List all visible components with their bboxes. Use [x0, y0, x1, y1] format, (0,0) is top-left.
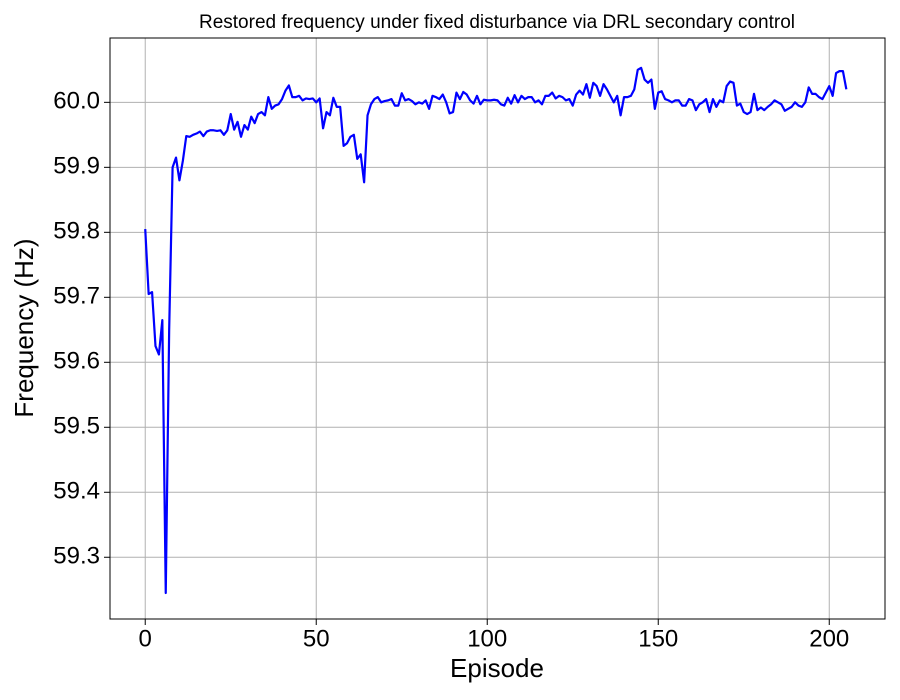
y-axis-label: Frequency (Hz): [9, 238, 39, 417]
y-tick-label: 59.9: [53, 153, 100, 180]
y-tick-label: 59.7: [53, 283, 100, 310]
x-axis-label: Episode: [450, 653, 544, 683]
x-tick-label: 0: [139, 625, 152, 652]
line-series: [144, 66, 848, 595]
x-tick-label: 200: [809, 625, 849, 652]
x-tick-label: 100: [467, 625, 507, 652]
chart-title: Restored frequency under fixed disturban…: [199, 12, 795, 33]
plot-frame: [109, 37, 886, 620]
y-tick-label: 60.0: [53, 88, 100, 115]
y-tick-label: 59.6: [53, 348, 100, 375]
y-tick-label: 59.3: [53, 543, 100, 570]
x-tick-label: 50: [303, 625, 330, 652]
y-tick-label: 59.4: [53, 478, 100, 505]
y-tick-label: 59.5: [53, 413, 100, 440]
x-tick-label: 150: [638, 625, 678, 652]
y-tick-label: 59.8: [53, 218, 100, 245]
